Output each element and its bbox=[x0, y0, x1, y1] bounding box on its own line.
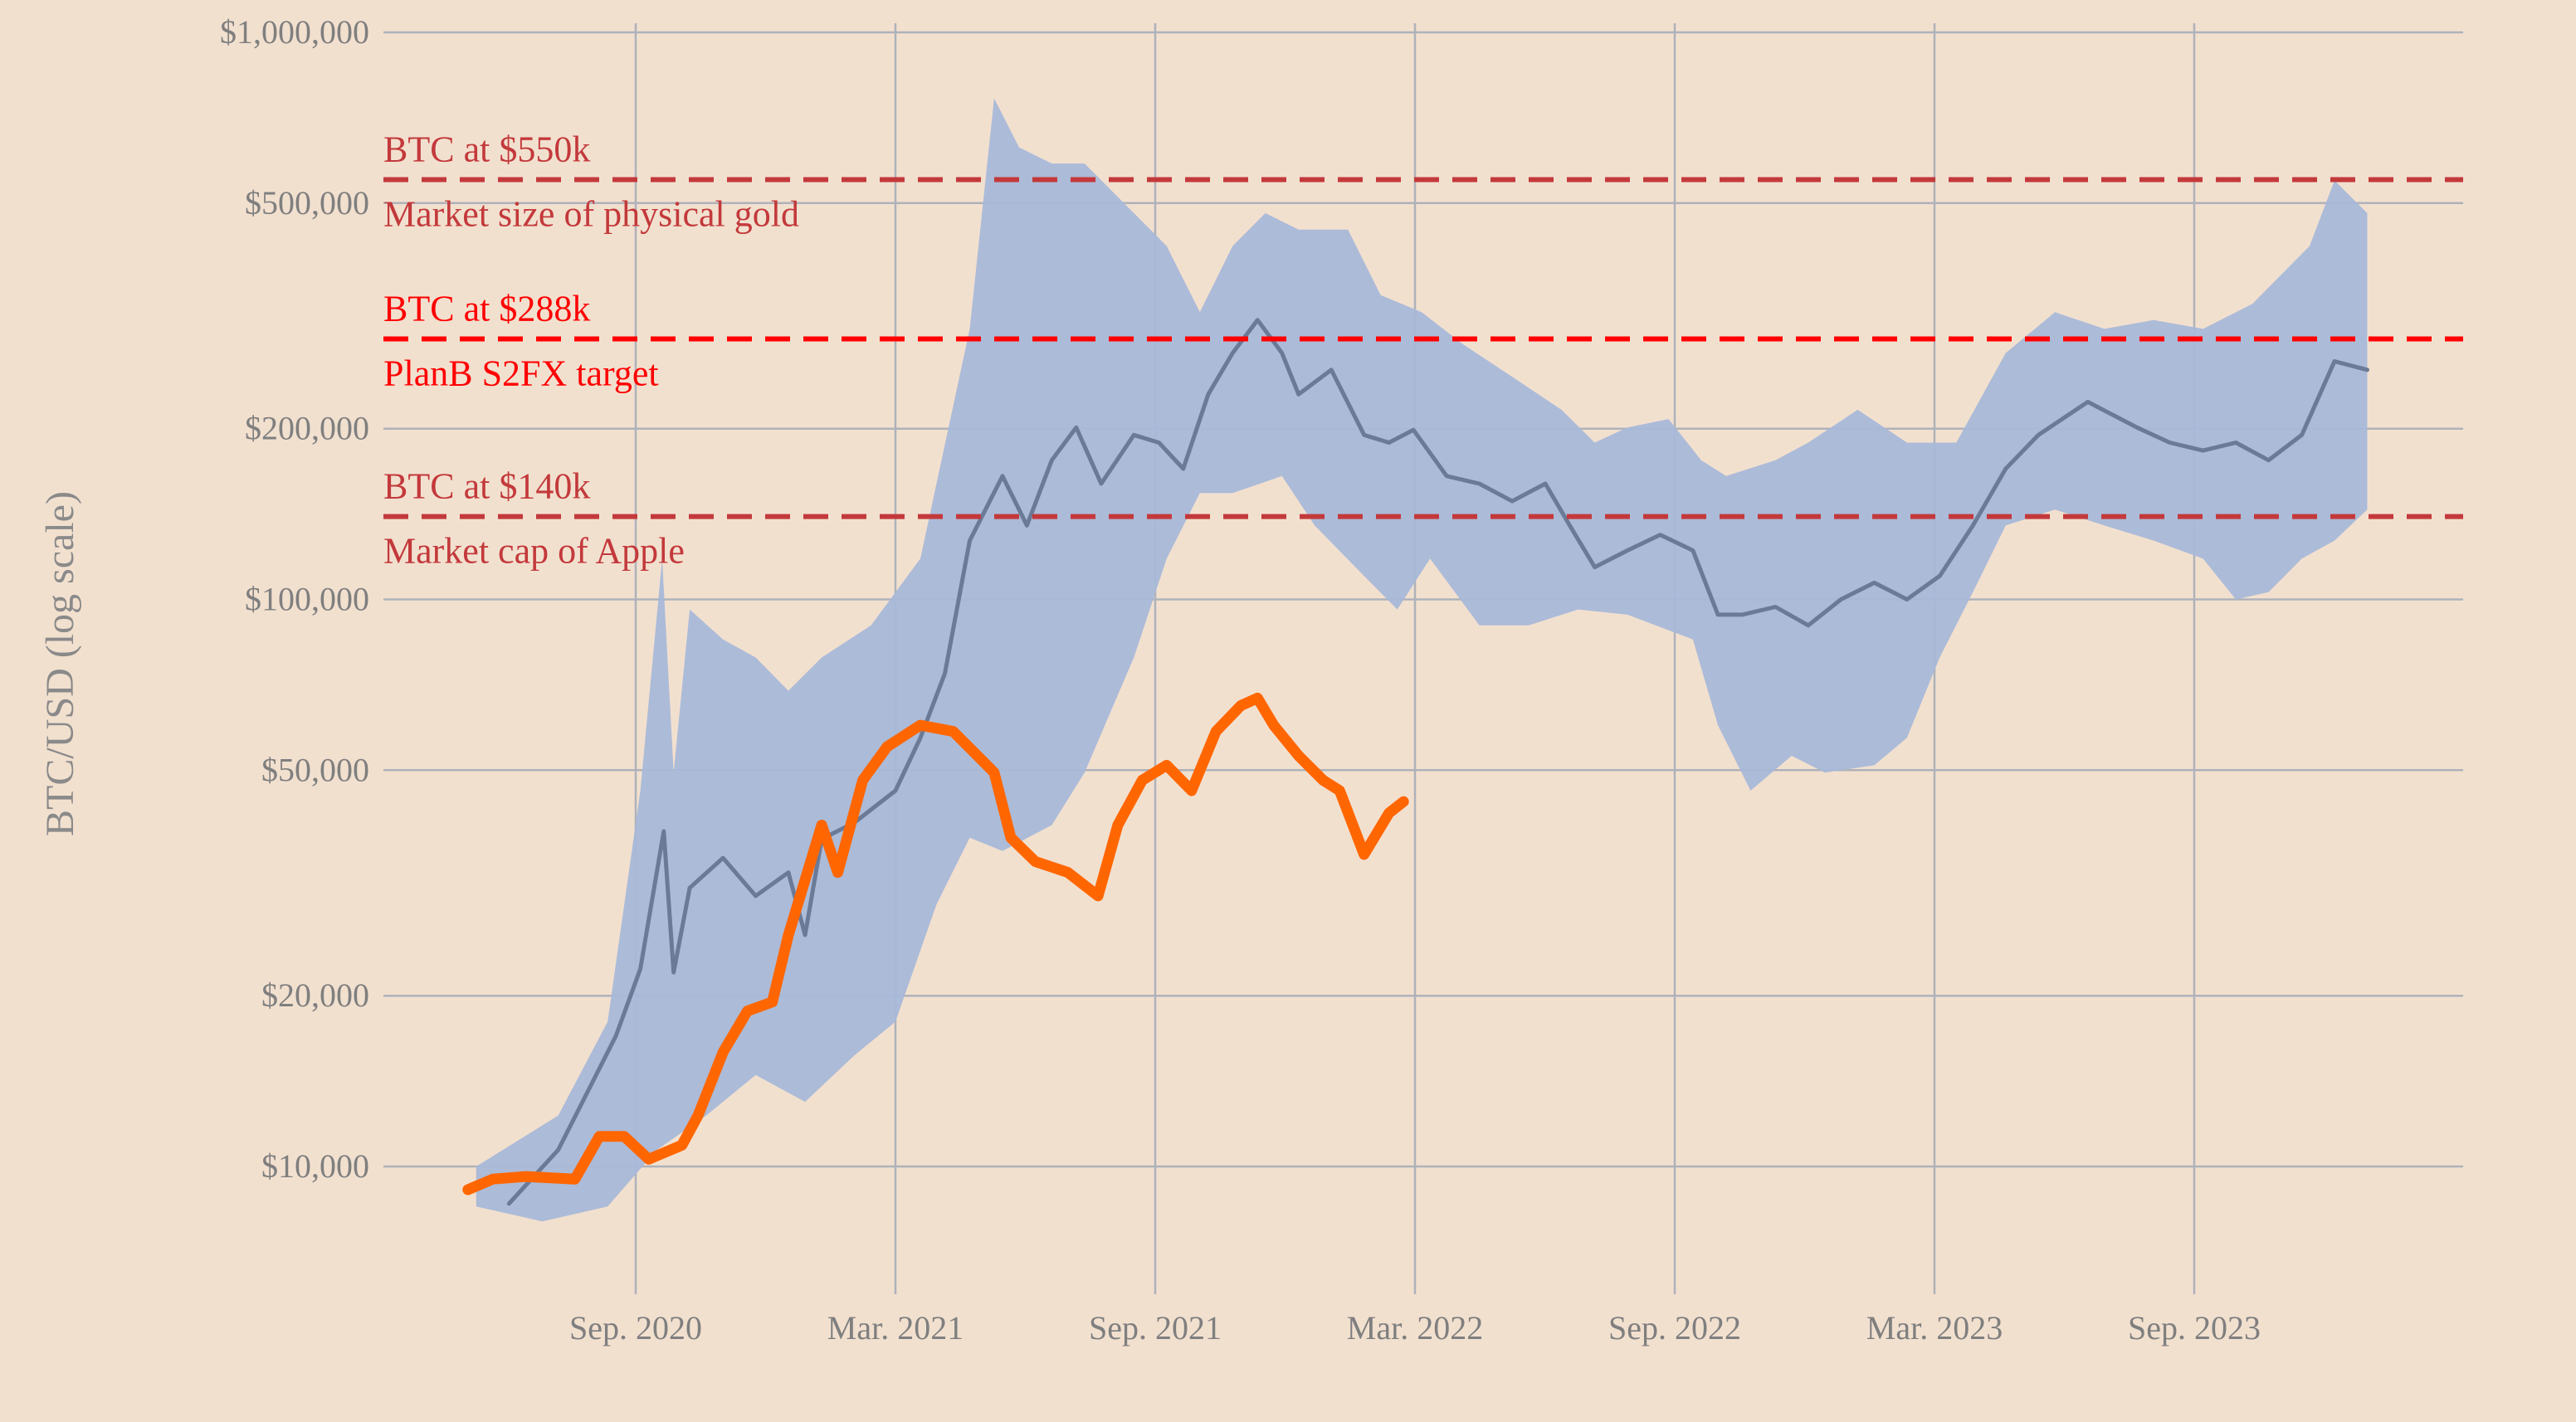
series-lines bbox=[462, 318, 2369, 1206]
reference-lines: BTC at $550k Market size of physical gold… bbox=[383, 129, 2463, 572]
x-tick-label: Sep. 2022 bbox=[1608, 1309, 1741, 1347]
x-tick-label: Mar. 2022 bbox=[1347, 1309, 1483, 1347]
reference-label-below: Market size of physical gold bbox=[383, 193, 799, 234]
y-tick-label: $100,000 bbox=[245, 581, 369, 618]
y-axis-ticks: $1,000,000 $500,000 $200,000 $100,000 $50,00… bbox=[220, 13, 369, 1185]
x-tick-label: Sep. 2021 bbox=[1089, 1309, 1222, 1347]
projection-median-line bbox=[506, 318, 2369, 1206]
reference-label-below: Market cap of Apple bbox=[383, 531, 685, 572]
y-tick-label: $20,000 bbox=[261, 976, 369, 1014]
btc-price-line bbox=[462, 692, 1409, 1196]
reference-label-below: PlanB S2FX target bbox=[383, 353, 659, 394]
x-tick-label: Sep. 2023 bbox=[2128, 1309, 2261, 1347]
projection-band bbox=[476, 98, 2368, 1222]
x-tick-label: Mar. 2021 bbox=[827, 1309, 964, 1347]
y-tick-label: $500,000 bbox=[245, 184, 369, 222]
y-axis-label: BTC/USD (log scale) bbox=[38, 491, 82, 836]
y-tick-label: $10,000 bbox=[261, 1147, 369, 1185]
x-tick-label: Sep. 2020 bbox=[569, 1309, 702, 1347]
projection-band-area bbox=[476, 98, 2368, 1222]
y-tick-label: $1,000,000 bbox=[220, 13, 369, 51]
reference-label-above: BTC at $550k bbox=[383, 129, 590, 169]
y-tick-label: $200,000 bbox=[245, 410, 369, 447]
reference-label-above: BTC at $140k bbox=[383, 466, 590, 507]
x-tick-label: Mar. 2023 bbox=[1866, 1309, 2003, 1347]
reference-label-above: BTC at $288k bbox=[383, 289, 590, 329]
y-tick-label: $50,000 bbox=[261, 751, 369, 788]
x-axis-ticks: Sep. 2020 Mar. 2021 Sep. 2021 Mar. 2022 Sep.… bbox=[569, 1309, 2261, 1347]
